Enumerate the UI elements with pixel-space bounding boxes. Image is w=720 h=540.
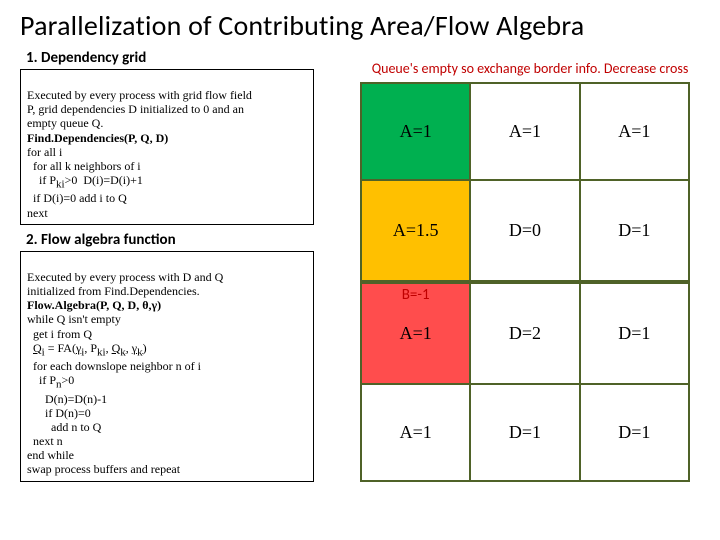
code2-l9: if D(n)=0	[27, 406, 91, 420]
cell-r1c0: A=1.5	[361, 180, 470, 282]
code2-l1: initialized from Find.Dependencies.	[27, 284, 200, 298]
code2-sub-i2: i	[81, 346, 84, 358]
code2-l7a: if P	[27, 373, 56, 387]
cell-r2c0-text: A=1	[400, 323, 432, 343]
cell-r0c0: A=1	[361, 83, 470, 180]
code2-l12: end while	[27, 448, 74, 462]
code2-l6: for each downslope neighbor n of i	[27, 359, 201, 373]
code1-l6b: >0 D(i)=D(i)+1	[65, 173, 143, 187]
code2-l7b: >0	[62, 373, 75, 387]
code2-l13: swap process buffers and repeat	[27, 462, 180, 476]
code2-l2a: Flow.Algebra(P, Q, D,	[27, 298, 142, 312]
code1-l7: if D(i)=0 add i to Q	[27, 191, 127, 205]
buffer-label: B=-1	[362, 286, 469, 304]
cell-r1c2: D=1	[580, 180, 689, 282]
section2-heading: 2. Flow algebra function	[26, 231, 320, 249]
cell-r2c1: D=2	[470, 282, 579, 384]
grid-row-2: B=-1 A=1 D=2 D=1	[361, 282, 689, 384]
code1-l4: for all i	[27, 145, 62, 159]
cell-r2c2: D=1	[580, 282, 689, 384]
cell-r1c1: D=0	[470, 180, 579, 282]
cell-r0c2: A=1	[580, 83, 689, 180]
cell-r2c0: B=-1 A=1	[361, 282, 470, 384]
cell-r3c0: A=1	[361, 384, 470, 481]
right-column: Queue's empty so exchange border info. D…	[360, 60, 700, 502]
code2-sub-ki2: ki	[97, 346, 106, 358]
code2-sub-k: k	[120, 346, 126, 358]
code2-l11: next n	[27, 434, 63, 448]
grid-row-3: A=1 D=1 D=1	[361, 384, 689, 481]
code-box-dependencies: Executed by every process with grid flow…	[20, 69, 314, 225]
code1-l6a: if P	[27, 173, 56, 187]
section1-heading: 1. Dependency grid	[26, 49, 320, 67]
code1-sub-ki: ki	[56, 178, 65, 190]
flow-grid: A=1 A=1 A=1 A=1.5 D=0 D=1 B=-1 A=1 D=2 D…	[360, 82, 690, 482]
cell-r3c2: D=1	[580, 384, 689, 481]
slide-root: Parallelization of Contributing Area/Flo…	[0, 0, 720, 540]
code2-sub-k2: k	[137, 346, 143, 358]
grid-row-1: A=1.5 D=0 D=1	[361, 180, 689, 282]
code2-l3: while Q isn't empty	[27, 312, 121, 326]
code2-theta: θ	[142, 298, 148, 312]
code2-l0: Executed by every process with D and Q	[27, 270, 223, 284]
left-column: 1. Dependency grid Executed by every pro…	[20, 47, 320, 488]
cell-r0c1: A=1	[470, 83, 579, 180]
code2-l10: add n to Q	[27, 420, 101, 434]
code2-l4: get i from Q	[27, 327, 92, 341]
page-title: Parallelization of Contributing Area/Flo…	[20, 8, 700, 43]
code2-l5b: = FA(	[45, 341, 76, 355]
flow-grid-wrap: A=1 A=1 A=1 A=1.5 D=0 D=1 B=-1 A=1 D=2 D…	[360, 82, 690, 502]
code1-l1: P, grid dependencies D initialized to 0 …	[27, 102, 244, 116]
grid-row-0: A=1 A=1 A=1	[361, 83, 689, 180]
cell-r3c1: D=1	[470, 384, 579, 481]
code1-l5: for all k neighbors of i	[27, 159, 141, 173]
code1-l3: Find.Dependencies(P, Q, D)	[27, 131, 168, 145]
code-box-flowalgebra: Executed by every process with D and Q i…	[20, 251, 314, 482]
code1-l0: Executed by every process with grid flow…	[27, 88, 252, 102]
code1-l2: empty queue Q.	[27, 116, 103, 130]
code2-l8: D(n)=D(n)-1	[27, 392, 107, 406]
code2-Qi: Q	[33, 341, 42, 355]
code2-l2b: )	[157, 298, 161, 312]
status-text: Queue's empty so exchange border info. D…	[360, 60, 700, 78]
code1-l8: next	[27, 206, 48, 220]
